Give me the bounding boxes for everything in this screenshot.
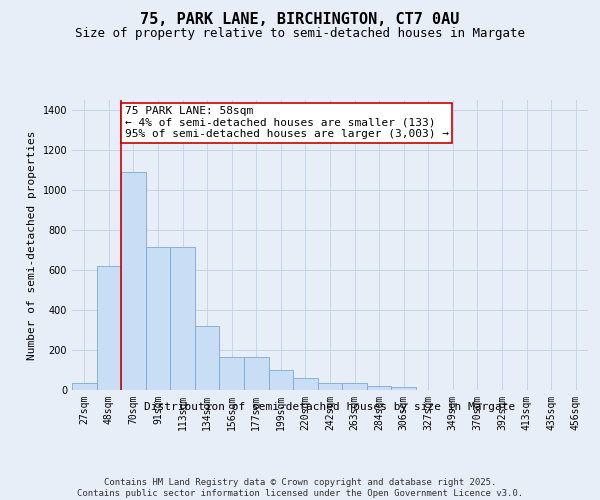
- Bar: [367, 386, 391, 390]
- Text: 75 PARK LANE: 58sqm
← 4% of semi-detached houses are smaller (133)
95% of semi-d: 75 PARK LANE: 58sqm ← 4% of semi-detache…: [125, 106, 449, 139]
- Bar: [146, 247, 170, 390]
- Text: 75, PARK LANE, BIRCHINGTON, CT7 0AU: 75, PARK LANE, BIRCHINGTON, CT7 0AU: [140, 12, 460, 28]
- Text: Distribution of semi-detached houses by size in Margate: Distribution of semi-detached houses by …: [145, 402, 515, 412]
- Bar: [121, 172, 146, 390]
- Bar: [97, 266, 121, 390]
- Bar: [170, 247, 195, 390]
- Bar: [72, 383, 97, 390]
- Bar: [391, 387, 416, 390]
- Bar: [244, 357, 269, 390]
- Text: Contains HM Land Registry data © Crown copyright and database right 2025.
Contai: Contains HM Land Registry data © Crown c…: [77, 478, 523, 498]
- Bar: [195, 326, 220, 390]
- Bar: [269, 370, 293, 390]
- Bar: [342, 383, 367, 390]
- Bar: [293, 378, 318, 390]
- Y-axis label: Number of semi-detached properties: Number of semi-detached properties: [27, 130, 37, 360]
- Bar: [220, 357, 244, 390]
- Bar: [318, 383, 342, 390]
- Text: Size of property relative to semi-detached houses in Margate: Size of property relative to semi-detach…: [75, 28, 525, 40]
